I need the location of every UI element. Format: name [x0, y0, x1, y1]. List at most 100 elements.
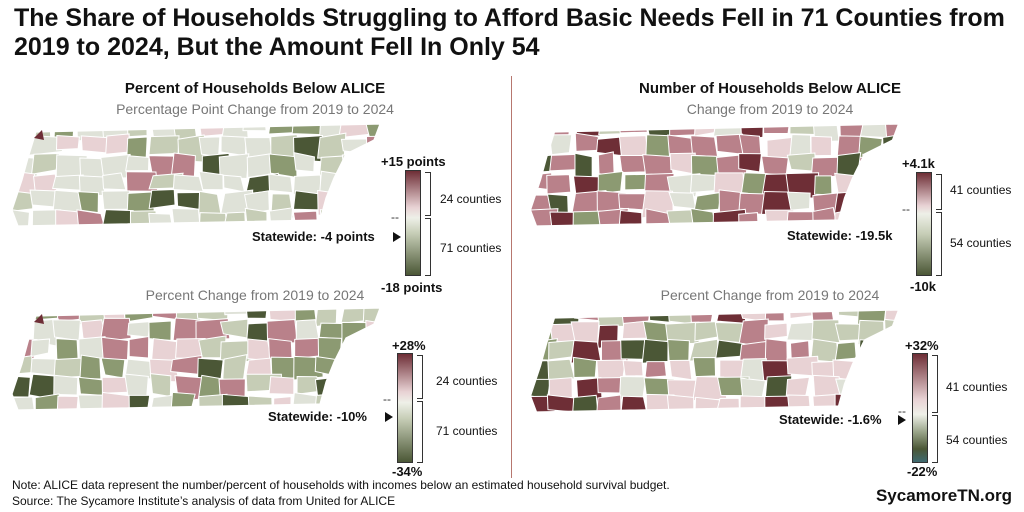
county-shape: [834, 323, 862, 342]
brand-logo-text: SycamoreTN.org: [875, 486, 1012, 505]
lake-county-icon: [34, 314, 44, 324]
right-bottom-color-scale: [912, 353, 928, 463]
county-shape: [343, 336, 368, 360]
county-shape: [198, 190, 222, 216]
left-top-zero-label: --: [391, 210, 399, 224]
county-shape: [340, 190, 373, 216]
county-shape: [12, 308, 34, 322]
county-shape: [12, 355, 33, 376]
county-shape: [764, 338, 788, 364]
county-shape: [172, 174, 204, 193]
county-shape: [247, 338, 272, 362]
right-bottom-statewide: Statewide: -1.6%: [779, 412, 882, 427]
county-shape: [363, 355, 380, 377]
county-shape: [530, 124, 548, 138]
county-shape: [363, 336, 380, 362]
right-top-statewide: Statewide: -19.5k: [787, 228, 893, 243]
county-shape: [80, 135, 110, 154]
county-shape: [100, 357, 126, 379]
county-shape: [76, 209, 107, 226]
right-bottom-statewide-arrow-icon: [898, 415, 906, 425]
right-top-zero-label: --: [902, 202, 910, 216]
footnote: Note: ALICE data represent the number/pe…: [12, 478, 670, 492]
county-shape: [858, 189, 890, 216]
county-shape: [597, 151, 615, 176]
county-shape: [666, 394, 695, 412]
county-shape: [812, 206, 839, 226]
county-shape: [55, 135, 80, 151]
county-shape: [764, 322, 788, 340]
county-shape: [12, 396, 35, 410]
county-shape: [882, 357, 899, 380]
county-shape: [762, 124, 791, 135]
county-shape: [862, 153, 889, 179]
county-shape: [693, 191, 722, 212]
county-shape: [340, 138, 370, 155]
county-shape: [100, 336, 129, 361]
county-shape: [128, 335, 150, 359]
county-shape: [814, 175, 833, 196]
left-bottom-down-bracket: [417, 401, 423, 463]
county-shape: [883, 380, 899, 406]
county-shape: [101, 391, 133, 410]
county-shape: [881, 395, 899, 412]
county-shape: [572, 356, 598, 378]
county-shape: [738, 152, 762, 173]
county-shape: [105, 133, 130, 155]
right-bottom-zero-label: --: [898, 404, 906, 418]
left-bottom-subtitle: Percent Change from 2019 to 2024: [145, 287, 365, 303]
county-shape: [365, 319, 380, 347]
county-shape: [148, 135, 180, 156]
county-shape: [34, 393, 64, 410]
map-right-top: [529, 123, 900, 227]
map-left-top: [11, 123, 381, 227]
county-shape: [857, 170, 890, 197]
left-bottom-up-bracket: [417, 355, 423, 399]
county-shape: [53, 374, 79, 396]
county-shape: [268, 207, 294, 226]
county-shape: [148, 320, 172, 341]
county-shape: [715, 133, 744, 155]
county-shape: [220, 135, 247, 157]
left-top-up-count: 24 counties: [440, 192, 502, 206]
right-bottom-down-bracket: [932, 415, 938, 463]
county-shape: [339, 355, 364, 381]
county-shape: [56, 395, 79, 410]
right-top-subtitle: Change from 2019 to 2024: [686, 101, 854, 117]
county-shape: [835, 378, 866, 396]
left-top-max-label: +15 points: [381, 154, 446, 169]
county-shape: [99, 317, 132, 343]
county-shape: [171, 207, 201, 226]
county-shape: [339, 210, 368, 226]
left-top-min-label: -18 points: [381, 280, 443, 295]
county-shape: [317, 132, 347, 159]
county-shape: [244, 190, 270, 215]
county-shape: [622, 359, 644, 377]
county-shape: [689, 310, 715, 323]
county-shape: [242, 124, 267, 132]
county-shape: [887, 173, 899, 199]
county-shape: [365, 170, 380, 193]
county-shape: [222, 354, 248, 384]
right-bottom-max-label: +32%: [905, 338, 939, 353]
page-title: The Share of Households Struggling to Af…: [14, 4, 1005, 61]
county-shape: [101, 190, 131, 210]
county-shape: [12, 208, 30, 226]
left-bottom-max-label: +28%: [392, 338, 426, 353]
county-shape: [293, 151, 315, 173]
county-shape: [546, 394, 578, 412]
county-shape: [595, 394, 622, 412]
left-top-statewide: Statewide: -4 points: [252, 229, 375, 244]
left-bottom-up-count: 24 counties: [436, 374, 498, 388]
county-shape: [151, 308, 180, 321]
county-shape: [546, 174, 572, 195]
county-shape: [319, 209, 350, 226]
county-shape: [739, 124, 764, 141]
county-shape: [641, 338, 669, 364]
county-shape: [79, 354, 102, 380]
county-shape: [31, 152, 61, 175]
county-shape: [12, 318, 29, 342]
county-shape: [692, 357, 717, 378]
county-shape: [218, 153, 250, 180]
county-shape: [669, 124, 698, 137]
